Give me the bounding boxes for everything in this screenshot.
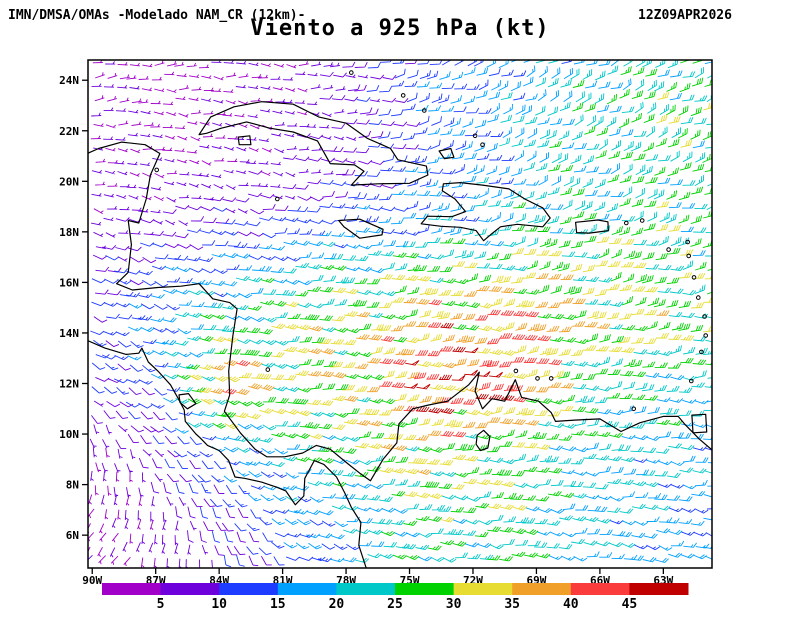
colorbar-label: 30 <box>446 597 462 612</box>
colorbar-segment <box>160 583 220 595</box>
small-island <box>265 367 271 372</box>
coastline-isla-juventud <box>237 135 252 146</box>
lat-tick-label: 24N <box>59 74 79 87</box>
colorbar-segment <box>570 583 630 595</box>
lat-tick-label: 16N <box>59 276 79 289</box>
colorbar-label: 10 <box>211 597 227 612</box>
colorbar: 5 10 15 20 25 30 35 40 45 <box>102 583 689 612</box>
lat-axis: 24N 22N 20N 18N 16N 14N 12N 10N 8N 6N <box>59 74 88 542</box>
coastline-jamaica <box>338 218 384 239</box>
lat-tick-label: 12N <box>59 378 79 391</box>
small-island <box>349 70 354 75</box>
colorbar-label: 45 <box>622 597 638 612</box>
lat-tick-label: 20N <box>59 175 79 188</box>
small-island <box>535 376 540 381</box>
colorbar-label: 5 <box>157 597 165 612</box>
coastline-cuba <box>198 101 429 186</box>
wind-barbs-speed-class-1 <box>88 60 421 568</box>
lat-tick-label: 22N <box>59 125 79 138</box>
chart-title: Viento a 925 hPa (kt) <box>250 16 550 41</box>
lat-tick-label: 6N <box>66 529 79 542</box>
small-island <box>699 349 704 355</box>
lat-tick-label: 10N <box>59 428 79 441</box>
map-frame <box>87 59 713 569</box>
coastline-great-inagua <box>438 147 455 160</box>
colorbar-label: 40 <box>563 597 579 612</box>
colorbar-segment <box>277 583 337 595</box>
small-island <box>624 220 629 226</box>
lat-tick-label: 8N <box>66 479 79 492</box>
wind-barbs-speed-class-3 <box>127 60 712 563</box>
coastline-layer <box>88 70 712 568</box>
small-island <box>548 376 554 381</box>
small-island <box>631 406 637 412</box>
colorbar-segment <box>219 583 279 595</box>
coastline-lake-nicaragua <box>178 393 197 410</box>
model-info-label: IMN/DMSA/OMAs -Modelado NAM_CR (12km)- <box>8 8 306 23</box>
wind-field-layer <box>88 60 712 568</box>
small-island <box>689 378 694 384</box>
small-island <box>472 133 478 139</box>
small-island <box>666 247 671 252</box>
lat-tick-label: 14N <box>59 327 79 340</box>
colorbar-segment <box>395 583 455 595</box>
small-island <box>400 93 406 98</box>
colorbar-segment <box>336 583 396 595</box>
coastline-puerto-rico <box>575 219 609 234</box>
valid-time-label: 12Z09APR2026 <box>638 8 732 23</box>
lon-tick-label: 90W <box>82 574 102 587</box>
wind-barbs-speed-class-5 <box>176 60 712 562</box>
lat-tick-label: 18N <box>59 226 79 239</box>
small-island <box>422 108 427 113</box>
small-island <box>702 314 707 319</box>
colorbar-segment <box>453 583 513 595</box>
colorbar-segment <box>512 583 572 595</box>
small-island <box>691 275 697 280</box>
small-island <box>480 142 485 147</box>
small-island <box>696 295 701 300</box>
wind-barbs-speed-class-8 <box>222 299 563 438</box>
small-island <box>275 196 280 202</box>
colorbar-label: 20 <box>329 597 345 612</box>
coastline-pacific-coast <box>88 340 367 568</box>
coastline-hispaniola <box>420 182 551 242</box>
colorbar-label: 15 <box>270 597 286 612</box>
small-island <box>685 239 691 245</box>
colorbar-label: 25 <box>387 597 403 612</box>
wind-barbs-speed-class-4 <box>164 60 712 564</box>
wind-barbs-speed-class-7 <box>210 273 670 475</box>
coastline-central-america-caribbean <box>88 141 712 482</box>
wind-barbs-speed-class-2 <box>90 60 712 568</box>
wind-barbs-speed-class-6 <box>188 91 712 523</box>
small-island <box>639 218 645 223</box>
colorbar-segment <box>102 583 162 595</box>
small-island <box>703 333 709 338</box>
small-island <box>154 167 159 173</box>
coastline-trinidad <box>691 413 708 434</box>
small-island <box>513 368 519 374</box>
colorbar-segment <box>629 583 689 595</box>
small-island <box>686 253 692 259</box>
colorbar-label: 35 <box>504 597 520 612</box>
coastline-lake-maracaibo <box>475 429 491 452</box>
